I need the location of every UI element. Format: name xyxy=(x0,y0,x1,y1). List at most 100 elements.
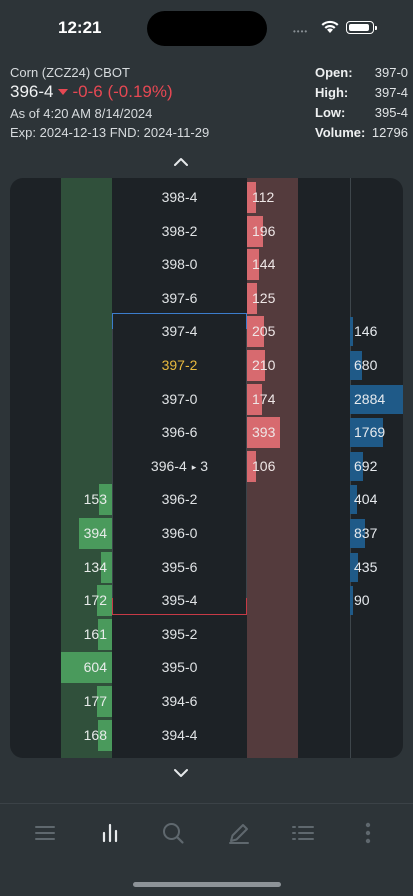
volume-at-price: 404 xyxy=(354,491,378,508)
price-level[interactable]: 397-4 xyxy=(112,323,247,339)
cellular-signal-icon: •••• xyxy=(293,27,309,36)
price-level[interactable]: 397-0 xyxy=(112,391,247,407)
ask-size: 196 xyxy=(252,222,276,239)
price-label: 396-0 xyxy=(161,525,198,541)
price-level[interactable]: 394-4 xyxy=(112,727,247,743)
ask-size-bar xyxy=(247,316,265,348)
price-label: 397-2 xyxy=(161,357,198,373)
price-level[interactable]: 396-2 xyxy=(112,491,247,507)
price-label: 395-4 xyxy=(161,592,198,609)
ladder-row[interactable]: 177 394-6 xyxy=(10,685,403,718)
ask-size: 125 xyxy=(252,289,276,306)
quote-header: Corn (ZCZ24) CBOT 396-4 -0-6 (-0.19%) As … xyxy=(10,64,408,144)
ladder-row[interactable]: 106 692 396-4 ▸ 3 xyxy=(10,450,403,483)
price-level[interactable]: 397-6 xyxy=(112,290,247,306)
volume-bar xyxy=(350,418,383,448)
bottom-toolbar xyxy=(0,804,413,864)
stat-label: Volume: xyxy=(315,125,366,140)
ladder-row[interactable]: 210 680 397-2 xyxy=(10,349,403,382)
ladder-row[interactable]: 394 837 396-0 xyxy=(10,517,403,550)
stat-label: Low: xyxy=(315,105,346,120)
volume-bar xyxy=(350,317,353,347)
ladder-row[interactable]: 134 435 395-6 xyxy=(10,551,403,584)
ladder-row[interactable]: 393 1769 396-6 xyxy=(10,416,403,449)
ask-size-bar xyxy=(247,383,262,415)
bid-size-bar xyxy=(97,686,112,717)
price-level[interactable]: 398-0 xyxy=(112,256,247,272)
bid-size-bar xyxy=(97,585,112,617)
ask-size: 205 xyxy=(252,323,276,340)
ask-size-bar xyxy=(247,417,280,449)
status-bar: 12:21 •••• xyxy=(0,0,413,56)
more-vertical-icon[interactable] xyxy=(355,820,381,846)
bid-size: 172 xyxy=(83,592,107,609)
price-level[interactable]: 398-4 xyxy=(112,189,247,205)
ladder-row[interactable]: 112 398-4 xyxy=(10,181,403,214)
stat-label: High: xyxy=(315,85,349,100)
battery-icon xyxy=(346,21,377,34)
pencil-icon[interactable] xyxy=(226,820,252,846)
chart-bars-icon[interactable] xyxy=(97,820,123,846)
scroll-down-chevron-icon[interactable] xyxy=(174,768,188,778)
bid-size-bar xyxy=(97,719,112,751)
volume-at-price: 435 xyxy=(354,558,378,575)
price-level[interactable]: 395-6 xyxy=(112,559,247,575)
session-low-marker-left xyxy=(112,598,113,615)
expiry-info: Exp: 2024-12-13 FND: 2024-11-29 xyxy=(10,125,210,140)
stat-value: 397-4 xyxy=(374,85,408,100)
scroll-up-chevron-icon[interactable] xyxy=(174,157,188,167)
ladder-row[interactable]: 153 404 396-2 xyxy=(10,483,403,516)
price-level[interactable]: 394-6 xyxy=(112,693,247,709)
ask-size: 393 xyxy=(252,424,276,441)
price-change: -0-6 (-0.19%) xyxy=(72,82,173,101)
toolbar-divider xyxy=(0,803,413,804)
last-trade-size: 3 xyxy=(200,457,209,474)
ask-size-bar xyxy=(247,249,260,281)
price-level[interactable]: 397-2 xyxy=(112,357,247,373)
ladder-row[interactable]: 172 90 395-4 xyxy=(10,584,403,617)
bid-size-bar xyxy=(99,484,112,516)
session-high-marker-left xyxy=(112,313,113,329)
ladder-row[interactable]: 144 398-0 xyxy=(10,248,403,281)
down-arrow-icon xyxy=(58,88,69,95)
price-label: 395-2 xyxy=(161,625,198,642)
ladder-row[interactable]: 168 394-4 xyxy=(10,719,403,752)
ladder-row[interactable]: 205 146 397-4 xyxy=(10,315,403,348)
price-level[interactable]: 395-4 xyxy=(112,592,247,608)
search-icon[interactable] xyxy=(160,820,186,846)
menu-icon[interactable] xyxy=(32,820,58,846)
status-time: 12:21 xyxy=(58,18,102,37)
session-low-marker xyxy=(112,614,247,615)
ladder-row[interactable]: 604 395-0 xyxy=(10,651,403,684)
volume-at-price: 90 xyxy=(354,592,370,609)
session-high-marker xyxy=(112,313,247,314)
volume-bar xyxy=(350,384,403,414)
ladder-row[interactable]: 196 398-2 xyxy=(10,215,403,248)
ask-size: 112 xyxy=(252,189,275,205)
ask-size-bar xyxy=(247,450,256,482)
ladder-row[interactable]: 174 2884 397-0 xyxy=(10,383,403,416)
price-label: 394-4 xyxy=(161,726,198,743)
dynamic-island xyxy=(147,11,267,46)
list-icon[interactable] xyxy=(290,820,316,846)
volume-at-price: 146 xyxy=(354,323,378,340)
price-level[interactable]: 395-2 xyxy=(112,626,247,642)
ask-size: 106 xyxy=(252,457,276,474)
price-level[interactable]: 398-2 xyxy=(112,223,247,239)
last-price: 396-4 xyxy=(10,82,54,101)
price-level[interactable]: 395-0 xyxy=(112,659,247,675)
ladder-row[interactable]: 161 395-2 xyxy=(10,618,403,651)
price-level[interactable]: 396-4 ▸ 3 xyxy=(112,458,247,474)
ladder-row[interactable]: 125 397-6 xyxy=(10,282,403,315)
ask-size: 210 xyxy=(252,357,276,373)
price-level[interactable]: 396-0 xyxy=(112,525,247,541)
bid-size-bar xyxy=(98,618,112,650)
price-level[interactable]: 396-6 xyxy=(112,424,247,440)
stat-volume: Volume: 12796 xyxy=(315,125,410,143)
instrument-name: Corn (ZCZ24) CBOT xyxy=(10,65,130,80)
volume-at-price: 1769 xyxy=(354,424,386,441)
price-ladder[interactable]: 112 398-4 196 398-2 144 398-0 125 397-6 205 146 39… xyxy=(10,178,403,758)
bid-size: 153 xyxy=(83,491,107,508)
session-high-marker-right xyxy=(246,313,247,329)
ask-size-bar xyxy=(247,182,257,213)
